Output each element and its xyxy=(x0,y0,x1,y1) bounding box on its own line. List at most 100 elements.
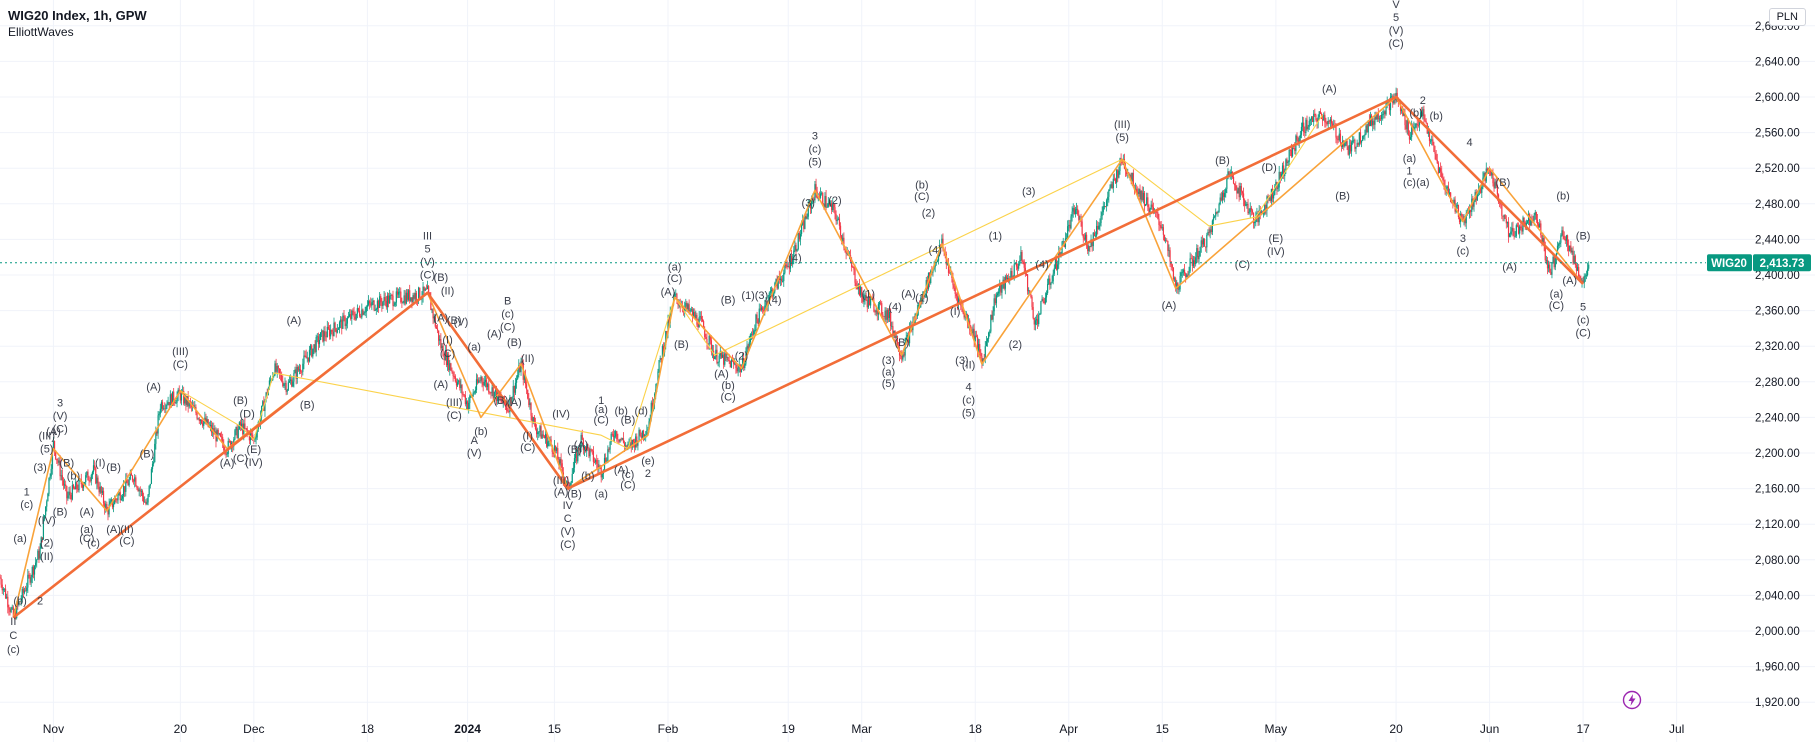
candle-body xyxy=(1029,290,1031,295)
candle-body xyxy=(1520,226,1522,228)
lightning-bolt-icon[interactable] xyxy=(1622,690,1642,710)
candle-body xyxy=(262,401,264,406)
candle-body xyxy=(1031,297,1033,307)
candle-body xyxy=(411,297,413,303)
candle-body xyxy=(259,416,262,425)
candle-body xyxy=(784,264,786,273)
candle-body xyxy=(762,307,764,310)
candle-body xyxy=(1097,225,1099,230)
candle-body xyxy=(746,345,748,354)
candle-body xyxy=(200,419,203,424)
wave-label: (B) xyxy=(621,415,636,427)
candle-body xyxy=(1033,318,1035,325)
candle-body xyxy=(1307,126,1309,130)
candle-body xyxy=(254,438,256,440)
wave-label: (A) xyxy=(1322,84,1337,96)
candle-body xyxy=(1022,261,1024,263)
candle-body xyxy=(769,291,772,293)
candle-body xyxy=(1505,219,1507,224)
candle-body xyxy=(841,235,843,242)
wave-label: (3) xyxy=(755,290,768,302)
candle-body xyxy=(1419,112,1422,119)
candle-body xyxy=(866,299,868,308)
candle-body xyxy=(344,316,346,327)
candle-body xyxy=(721,354,724,358)
candle-body xyxy=(597,463,599,468)
candle-body xyxy=(419,287,421,299)
candle-body xyxy=(157,415,159,434)
candle-body xyxy=(1144,204,1147,206)
price-axis[interactable]: 1,920.00 1,960.00 2,000.00 2,040.00 2,080.00… xyxy=(1755,21,1800,709)
candle-body xyxy=(891,326,893,327)
currency-badge[interactable]: PLN xyxy=(1768,8,1806,26)
candle-body xyxy=(730,359,733,368)
candle-body xyxy=(710,340,713,353)
candle-body xyxy=(815,184,817,192)
candle-body xyxy=(996,293,999,296)
candle-body xyxy=(1352,140,1354,143)
candle-body xyxy=(90,475,92,481)
wave-label: (c) xyxy=(20,499,33,511)
wave-label: (1) xyxy=(989,230,1002,242)
candle-body xyxy=(1222,192,1225,197)
candle-body xyxy=(1339,133,1342,143)
candle-body xyxy=(397,291,400,295)
candle-body xyxy=(768,292,770,301)
candle-body xyxy=(99,486,101,493)
candle-body xyxy=(186,396,188,405)
candle-body xyxy=(783,272,785,282)
candle-body xyxy=(4,588,7,599)
wave-label: (A) xyxy=(1562,275,1577,287)
candle-body xyxy=(1536,219,1539,225)
wave-label: 4 xyxy=(1467,137,1473,149)
wave-label: 3 xyxy=(1460,233,1466,245)
candle-body xyxy=(995,295,998,304)
candle-body xyxy=(1367,120,1369,133)
time-tick-label: Dec xyxy=(243,722,264,736)
candle-body xyxy=(1287,161,1289,163)
candle-body xyxy=(824,195,826,208)
candle-body xyxy=(779,278,782,280)
candle-body xyxy=(336,329,338,333)
candle-body xyxy=(1336,137,1338,140)
candle-body xyxy=(1057,264,1059,270)
candle-body xyxy=(340,319,342,323)
candle-body xyxy=(979,344,981,353)
candle-body xyxy=(10,608,12,613)
candle-body xyxy=(800,224,803,234)
wave-label: (B) xyxy=(721,294,736,306)
candle-body xyxy=(1526,220,1529,223)
candle-body xyxy=(183,390,185,404)
candle-body xyxy=(1129,175,1131,177)
candle-body xyxy=(1244,200,1246,206)
candle-body xyxy=(395,291,397,303)
candle-body xyxy=(310,345,312,350)
candle-body xyxy=(1359,132,1362,143)
candle-body xyxy=(514,382,517,393)
candle-body xyxy=(475,379,478,390)
candle-body xyxy=(1515,225,1517,236)
candle-body xyxy=(106,504,108,510)
wave-label: (c) xyxy=(809,144,822,156)
candle-body xyxy=(1504,214,1506,220)
candle-body xyxy=(341,319,343,329)
candle-body xyxy=(31,566,33,578)
candle-body xyxy=(579,448,581,451)
time-axis[interactable]: Nov 20 Dec 18 2024 15 Feb 19 Mar 18 Apr 15 May 20 Jun 1… xyxy=(43,722,1685,736)
candle-body xyxy=(1570,245,1572,253)
candle-body xyxy=(351,310,353,319)
candle-body xyxy=(646,430,648,436)
candle-body xyxy=(747,345,749,349)
candle-body xyxy=(169,394,171,406)
candle-body xyxy=(1362,135,1364,142)
indicator-name[interactable]: ElliottWaves xyxy=(8,25,74,39)
candle-body xyxy=(296,366,298,379)
wave-label: (IV) xyxy=(38,515,56,527)
candle-body xyxy=(1476,191,1478,201)
candle-body xyxy=(387,295,390,304)
candle-body xyxy=(1000,283,1002,293)
symbol-title[interactable]: WIG20 Index, 1h, GPW xyxy=(8,8,147,23)
candle-body xyxy=(581,434,583,440)
